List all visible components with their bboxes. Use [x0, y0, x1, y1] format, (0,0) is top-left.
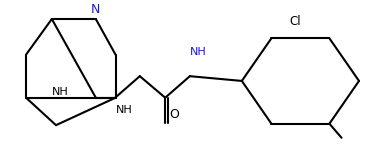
- Text: O: O: [169, 108, 179, 121]
- Text: NH: NH: [52, 87, 68, 97]
- Text: N: N: [91, 3, 100, 16]
- Text: NH: NH: [190, 47, 207, 57]
- Text: Cl: Cl: [290, 16, 301, 28]
- Text: NH: NH: [116, 105, 133, 115]
